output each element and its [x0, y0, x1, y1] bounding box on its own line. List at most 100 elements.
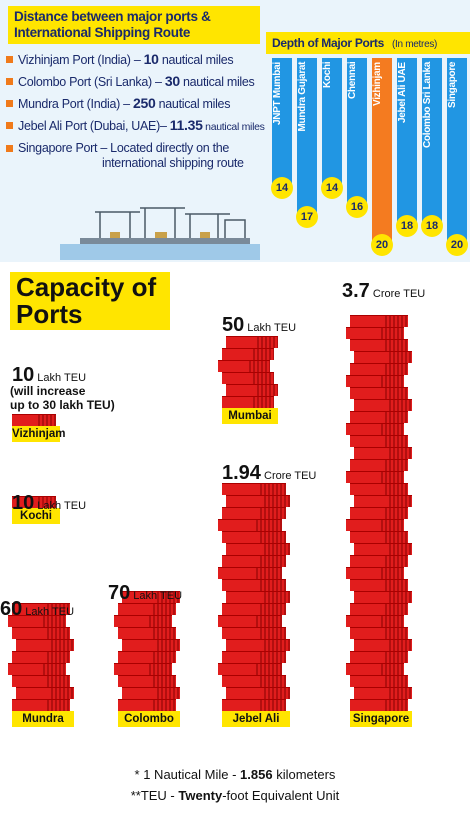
depth-value: 20 [371, 234, 393, 256]
container-brick [350, 363, 408, 375]
container-brick [354, 399, 412, 411]
container-brick [354, 687, 412, 699]
container-brick [222, 555, 286, 567]
capacity-value-label: 50 Lakh TEU [222, 314, 296, 337]
depth-chart: Depth of Major Ports (In metres) JNPT Mum… [262, 0, 470, 262]
distance-port: Vizhinjam Port (India) – [18, 53, 144, 67]
container-brick [226, 384, 278, 396]
container-brick [114, 663, 172, 675]
container-brick [122, 639, 180, 651]
container-brick [222, 396, 274, 408]
footnote-teu: **TEU - Twenty-foot Equivalent Unit [0, 788, 470, 803]
depth-bar: Jebel Ali UAE [397, 58, 417, 229]
footnote2-bold: Twenty [178, 788, 223, 803]
container-brick [12, 496, 56, 508]
depth-value: 14 [321, 177, 343, 199]
footnote1-post: kilometers [272, 767, 336, 782]
capacity-chart: Capacity of Ports Vizhinjam 10 Lakh TEU Ko… [0, 262, 470, 757]
container-brick [118, 627, 176, 639]
container-brick [354, 543, 412, 555]
viz-note-pre: up to [10, 398, 43, 412]
depth-title-text: Depth of Major Ports [272, 36, 385, 50]
container-brick [350, 411, 408, 423]
container-brick [222, 627, 286, 639]
distance-unit: nautical miles [155, 97, 231, 111]
capacity-value-number: 10 [12, 364, 35, 386]
distance-value: 250 [132, 95, 156, 111]
capacity-value-number: 60 [0, 598, 23, 620]
container-brick [354, 639, 412, 651]
footnote2-pre: **TEU - [130, 788, 179, 803]
distance-list: Vizhinjam Port (India) – 10 nautical mil… [6, 52, 276, 177]
capacity-title: Capacity of Ports [10, 272, 170, 330]
capacity-value-unit: Crore TEU [260, 470, 317, 482]
depth-bar: Chennai [347, 58, 367, 210]
capacity-port-label: Jebel Ali [222, 711, 290, 727]
container-brick [12, 675, 70, 687]
container-brick [350, 699, 408, 711]
container-brick [218, 663, 282, 675]
depth-value: 16 [346, 196, 368, 218]
container-brick [350, 507, 408, 519]
distance-text: Colombo Port (Sri Lanka) – 30 nautical m… [18, 74, 255, 90]
distance-value: 10 [143, 51, 159, 67]
distance-title: Distance between major ports & Internati… [8, 6, 260, 44]
container-brick [222, 531, 286, 543]
capacity-port-label: Mundra [12, 711, 74, 727]
distance-item: Jebel Ali Port (Dubai, UAE)– 11.35 nauti… [6, 118, 276, 135]
container-brick [346, 519, 404, 531]
vizhinjam-expansion-note: (will increase up to 30 lakh TEU) [10, 384, 115, 412]
container-brick [350, 555, 408, 567]
bullet-icon [6, 145, 13, 152]
container-brick [350, 675, 408, 687]
distance-unit: nautical miles [158, 53, 234, 67]
distance-value: 11.35 [169, 117, 203, 133]
container-brick [346, 423, 404, 435]
container-brick [222, 603, 286, 615]
footnote2-post: -foot Equivalent Unit [222, 788, 340, 803]
footnote1-num: 1.856 [240, 767, 273, 782]
harbor-cranes-illustration [60, 207, 260, 260]
bullet-icon [6, 56, 13, 63]
container-brick [354, 351, 412, 363]
depth-bar: Colombo Sri Lanka [422, 58, 442, 229]
distance-port: Mundra Port (India) – [18, 97, 133, 111]
container-brick [350, 651, 408, 663]
container-brick [114, 615, 172, 627]
container-brick [222, 579, 286, 591]
capacity-value-label: 3.7 Crore TEU [342, 280, 425, 303]
capacity-value-unit: Lakh TEU [130, 590, 183, 602]
depth-port-label: Colombo Sri Lanka [422, 62, 433, 149]
distance-unit: nautical miles [202, 121, 265, 133]
container-brick [218, 519, 282, 531]
container-brick [222, 483, 286, 495]
capacity-value-number: 70 [108, 582, 131, 604]
container-brick [222, 507, 286, 519]
container-brick [226, 495, 290, 507]
capacity-port-label: Vizhinjam [12, 426, 66, 442]
depth-port-label: Jebel Ali UAE [397, 62, 408, 123]
container-brick [350, 603, 408, 615]
container-brick [226, 687, 290, 699]
capacity-port-label: Kochi [12, 508, 60, 524]
depth-bar: Singapore [447, 58, 467, 248]
distance-text: Singapore Port – Located directly on the… [18, 141, 244, 171]
container-brick [12, 627, 70, 639]
distance-item: Vizhinjam Port (India) – 10 nautical mil… [6, 52, 276, 68]
container-brick [350, 387, 408, 399]
container-brick [354, 495, 412, 507]
container-brick [12, 414, 56, 426]
footnote-nautical-mile: * 1 Nautical Mile - 1.856 kilometers [0, 767, 470, 782]
depth-port-label: Chennai [347, 62, 358, 100]
capacity-value-unit: Crore TEU [369, 288, 426, 300]
bullet-icon [6, 78, 13, 85]
capacity-port-label: Mumbai [222, 408, 278, 424]
container-brick [118, 699, 176, 711]
depth-title: Depth of Major Ports (In metres) [266, 32, 470, 54]
distance-title-line2: International Shipping Route [14, 25, 191, 40]
capacity-title-line1: Capacity of [16, 272, 157, 302]
container-brick [222, 699, 286, 711]
container-brick [222, 651, 286, 663]
depth-port-label: Mundra Gujarat [297, 62, 308, 132]
container-brick [226, 639, 290, 651]
